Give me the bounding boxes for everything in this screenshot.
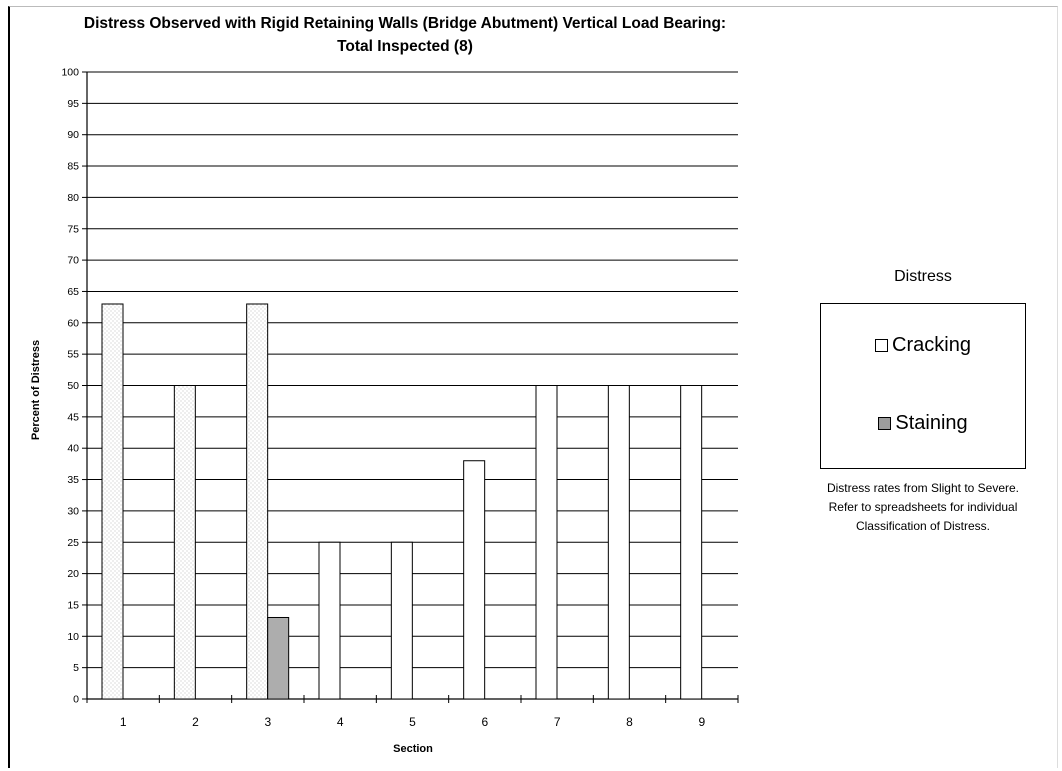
bar-cracking-section-6	[463, 460, 486, 700]
x-tick-label: 8	[626, 715, 633, 729]
legend-swatch-staining	[878, 417, 892, 430]
chart-title-line-1: Distress Observed with Rigid Retaining W…	[83, 15, 727, 32]
y-tick-label: 100	[61, 67, 79, 79]
bar-cracking-section-8	[607, 385, 630, 700]
chart-title-line-2: Total Inspected (8)	[337, 38, 473, 55]
legend-item-staining: Staining	[821, 412, 1025, 435]
chart-title: Distress Observed with Rigid Retaining W…	[10, 12, 800, 58]
note-line: Distress rates from Slight to Severe.	[826, 481, 1020, 495]
legend-item-cracking: Cracking	[821, 334, 1025, 357]
y-tick-label: 65	[67, 286, 79, 298]
y-tick-label: 50	[67, 380, 79, 392]
y-tick-label: 80	[67, 192, 79, 204]
y-tick-label: 95	[67, 98, 79, 110]
legend-swatch-cracking	[875, 339, 889, 352]
x-tick-label: 3	[264, 715, 271, 729]
note-line: Classification of Distress.	[855, 519, 991, 533]
legend-title: Distress	[894, 268, 952, 285]
bar-cracking-section-7	[535, 385, 558, 700]
x-tick-label: 5	[409, 715, 416, 729]
bar-cracking-section-4	[318, 541, 341, 700]
y-tick-label: 10	[67, 631, 79, 643]
x-tick-label: 7	[554, 715, 561, 729]
y-tick-label: 35	[67, 474, 79, 486]
y-tick-label: 5	[73, 662, 79, 674]
note-line: Refer to spreadsheets for individual	[828, 500, 1018, 514]
x-tick-label: 1	[120, 715, 127, 729]
bar-cracking-section-9	[680, 385, 703, 700]
bar-cracking-section-3	[246, 303, 269, 700]
y-tick-label: 30	[67, 505, 79, 517]
bar-staining-section-3	[267, 616, 290, 700]
y-tick-label: 55	[67, 349, 79, 361]
bar-cracking-section-2	[173, 385, 196, 700]
legend-label-cracking: Cracking	[892, 334, 971, 356]
x-tick-label: 4	[337, 715, 344, 729]
bar-cracking-section-5	[390, 541, 413, 700]
bar-cracking-section-1	[101, 303, 124, 700]
y-tick-label: 85	[67, 161, 79, 173]
chart-frame	[8, 6, 1058, 768]
legend: Cracking Staining	[820, 303, 1026, 469]
x-axis-label: Section	[393, 743, 433, 755]
y-tick-label: 60	[67, 317, 79, 329]
bars	[101, 303, 703, 700]
y-tick-label: 40	[67, 443, 79, 455]
y-tick-label: 75	[67, 223, 79, 235]
y-tick-label: 20	[67, 568, 79, 580]
y-tick-label: 45	[67, 411, 79, 423]
y-tick-label: 70	[67, 255, 79, 267]
y-tick-label: 0	[73, 694, 79, 706]
distress-note: Distress rates from Slight to Severe. Re…	[780, 479, 1062, 536]
tick-labels: 0510152025303540455055606570758085909510…	[61, 67, 705, 730]
y-axis-label: Percent of Distress	[30, 339, 42, 441]
x-tick-label: 9	[698, 715, 705, 729]
y-tick-label: 90	[67, 129, 79, 141]
y-tick-label: 25	[67, 537, 79, 549]
x-tick-label: 6	[481, 715, 488, 729]
y-tick-label: 15	[67, 599, 79, 611]
legend-label-staining: Staining	[895, 412, 968, 434]
x-tick-label: 2	[192, 715, 199, 729]
